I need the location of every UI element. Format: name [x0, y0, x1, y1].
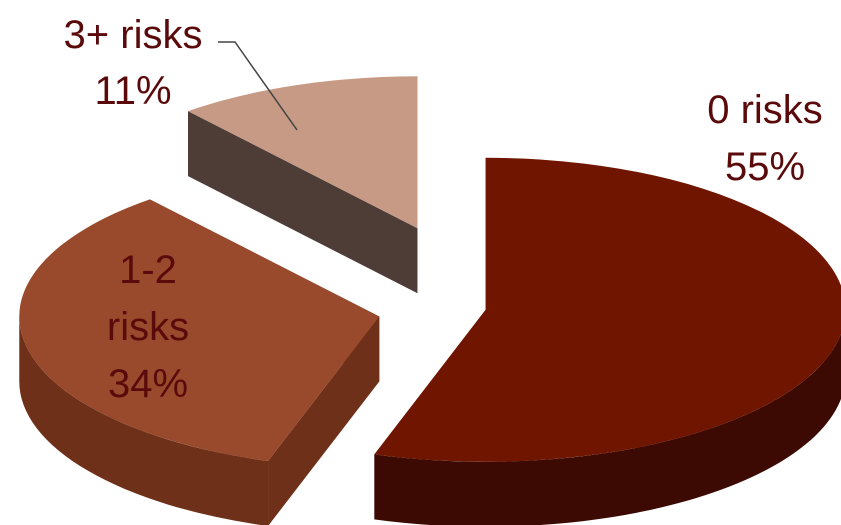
slice-wall: [188, 111, 418, 294]
pie-slice-3-risks: [188, 76, 418, 294]
slice-category-label: 1-2: [119, 248, 177, 292]
slice-rim: [374, 333, 841, 525]
slice-value-label: 11%: [94, 69, 171, 113]
slice-rim: [19, 316, 269, 525]
slice-category-label: risks: [107, 305, 189, 349]
slice-category-label: 3+ risks: [64, 13, 203, 57]
slice-top: [374, 157, 841, 462]
slice-top: [188, 76, 418, 229]
pie-slice-1-2-risks: [19, 199, 380, 525]
slice-wall: [268, 316, 380, 525]
pie-slice-0-risks: [374, 157, 841, 525]
slice-category-label: 0 risks: [707, 88, 823, 132]
slice-value-label: 55%: [725, 145, 805, 189]
slice-top: [19, 199, 380, 462]
slice-value-label: 34%: [108, 362, 188, 406]
label-leader-line: [218, 41, 298, 131]
